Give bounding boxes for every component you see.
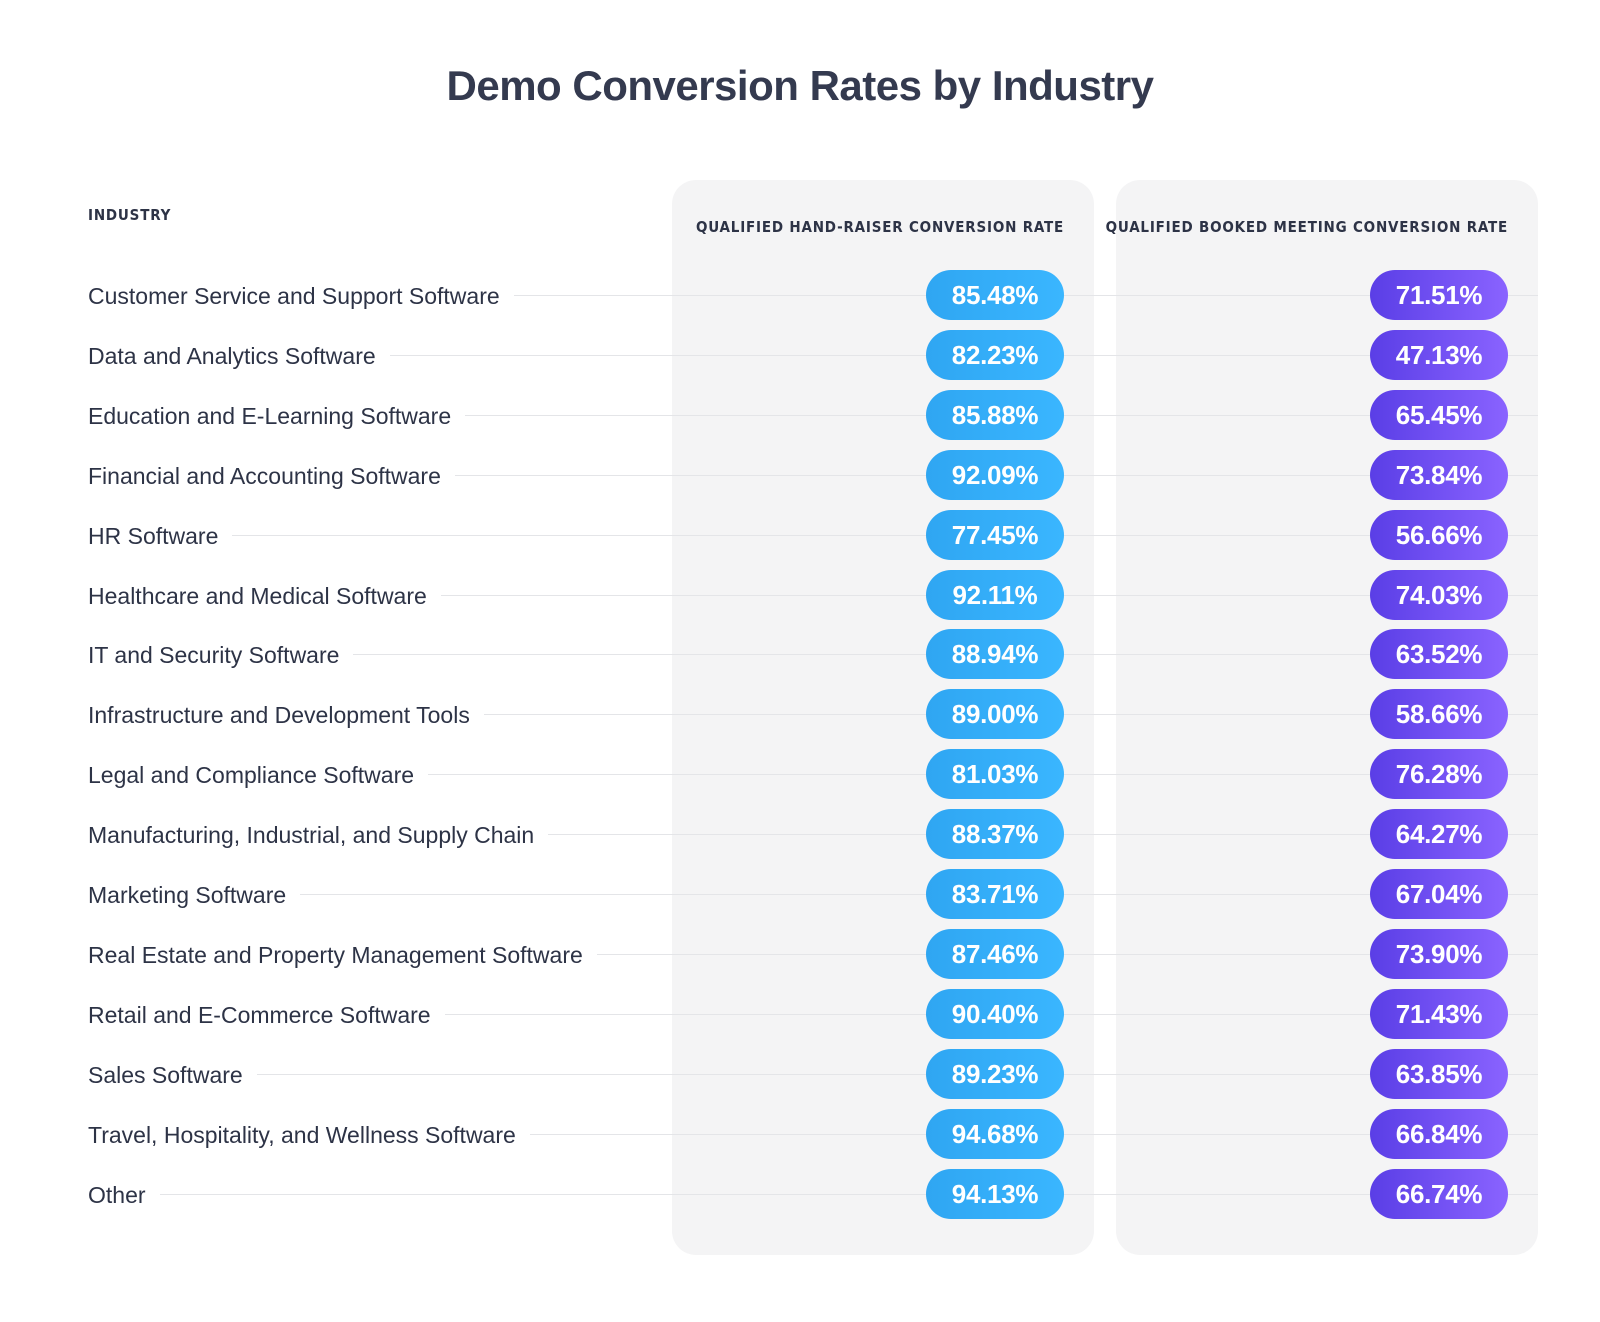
row-divider: [88, 594, 1538, 596]
hand-raiser-rate-pill: 81.03%: [926, 749, 1064, 800]
industry-label: HR Software: [88, 521, 233, 550]
row-divider: [88, 1073, 1538, 1075]
industry-label: Data and Analytics Software: [88, 341, 390, 370]
row-divider: [88, 354, 1538, 356]
hand-raiser-rate-pill: 85.48%: [926, 270, 1064, 320]
table-row: IT and Security Software 88.94% 63.52%: [0, 629, 1600, 681]
booked-meeting-rate-pill: 58.66%: [1370, 689, 1508, 740]
table-row: Financial and Accounting Software 92.09% 7…: [0, 449, 1600, 502]
row-divider: [88, 474, 1538, 476]
hand-raiser-rate-pill: 85.88%: [926, 389, 1064, 440]
table-row: Infrastructure and Development Tools 89.0…: [0, 689, 1600, 741]
hand-raiser-column-header: Qualified Hand-Raiser Conversion Rate: [695, 218, 1064, 236]
industry-label: Marketing Software: [88, 881, 301, 909]
booked-meeting-rate-pill: 71.43%: [1370, 988, 1508, 1039]
hand-raiser-rate-pill: 83.71%: [926, 869, 1064, 919]
hand-raiser-rate-pill: 92.11%: [926, 569, 1064, 620]
row-divider: [88, 1133, 1538, 1135]
hand-raiser-rate-pill: 88.94%: [926, 629, 1064, 680]
booked-meeting-rate-pill: 56.66%: [1370, 509, 1508, 560]
industry-label: Travel, Hospitality, and Wellness Softwa…: [88, 1120, 530, 1149]
row-divider: [88, 414, 1538, 416]
industry-label: Customer Service and Support Software: [88, 282, 514, 310]
booked-meeting-rate-pill: 67.04%: [1370, 869, 1508, 919]
table-row: Legal and Compliance Software 81.03% 76.28…: [0, 749, 1600, 801]
table-row: Healthcare and Medical Software 92.11% 74.…: [0, 569, 1600, 622]
row-divider: [88, 714, 1538, 716]
booked-meeting-rate-pill: 47.13%: [1370, 329, 1508, 380]
table-row: Manufacturing, Industrial, and Supply Ch…: [0, 809, 1600, 861]
industry-label: Financial and Accounting Software: [88, 461, 455, 490]
hand-raiser-rate-pill: 77.45%: [926, 509, 1064, 560]
chart-title: Demo Conversion Rates by Industry: [446, 62, 1155, 109]
industry-label: Real Estate and Property Management Soft…: [88, 940, 597, 969]
hand-raiser-rate-pill: 82.23%: [926, 329, 1064, 380]
booked-meeting-rate-pill: 73.84%: [1370, 449, 1508, 500]
hand-raiser-rate-pill: 87.46%: [926, 928, 1064, 979]
table-row: Marketing Software 83.71% 67.04%: [0, 869, 1600, 921]
hand-raiser-rate-pill: 94.13%: [926, 1168, 1064, 1219]
booked-meeting-rate-pill: 73.90%: [1370, 928, 1508, 979]
table-row: Data and Analytics Software 82.23% 47.13%: [0, 329, 1600, 382]
row-divider: [88, 534, 1538, 536]
table-row: Real Estate and Property Management Soft…: [0, 928, 1600, 981]
hand-raiser-rate-pill: 88.37%: [926, 809, 1064, 860]
industry-column-header: Industry: [88, 206, 172, 224]
industry-label: Manufacturing, Industrial, and Supply Ch…: [88, 821, 549, 850]
row-divider: [88, 953, 1538, 955]
industry-label: Infrastructure and Development Tools: [88, 701, 484, 730]
row-divider: [88, 834, 1538, 836]
table-row: Customer Service and Support Software 85.…: [0, 270, 1600, 322]
hand-raiser-rate-pill: 89.23%: [926, 1048, 1064, 1099]
booked-meeting-rate-pill: 63.85%: [1370, 1048, 1508, 1099]
row-divider: [88, 295, 1538, 296]
booked-meeting-rate-pill: 66.74%: [1370, 1168, 1508, 1219]
row-divider: [88, 774, 1538, 776]
booked-meeting-column-header: Qualified Booked Meeting Conversion Rate: [1105, 218, 1508, 236]
booked-meeting-rate-pill: 65.45%: [1370, 389, 1508, 440]
industry-label: IT and Security Software: [88, 641, 354, 670]
row-divider: [88, 894, 1538, 895]
row-divider: [88, 654, 1538, 656]
table-row: Education and E-Learning Software 85.88% 6…: [0, 389, 1600, 442]
row-divider: [88, 1193, 1538, 1195]
hand-raiser-rate-pill: 94.68%: [926, 1108, 1064, 1159]
industry-label: Education and E-Learning Software: [88, 401, 466, 430]
industry-label: Retail and E-Commerce Software: [88, 1000, 445, 1029]
hand-raiser-rate-pill: 89.00%: [926, 689, 1064, 740]
booked-meeting-rate-pill: 63.52%: [1370, 629, 1508, 680]
table-row: Travel, Hospitality, and Wellness Softwa…: [0, 1108, 1600, 1161]
row-divider: [88, 1013, 1538, 1015]
booked-meeting-rate-pill: 76.28%: [1370, 749, 1508, 800]
booked-meeting-rate-pill: 74.03%: [1370, 569, 1508, 620]
booked-meeting-rate-pill: 64.27%: [1370, 809, 1508, 860]
industry-label: Healthcare and Medical Software: [88, 581, 441, 610]
booked-meeting-rate-pill: 71.51%: [1370, 270, 1508, 320]
table-row: Retail and E-Commerce Software 90.40% 71.4…: [0, 988, 1600, 1041]
industry-label: Legal and Compliance Software: [88, 761, 429, 790]
booked-meeting-rate-pill: 66.84%: [1370, 1108, 1508, 1159]
industry-label: Sales Software: [88, 1060, 257, 1089]
table-row: HR Software 77.45% 56.66%: [0, 509, 1600, 562]
hand-raiser-rate-pill: 90.40%: [926, 988, 1064, 1039]
table-row: Sales Software 89.23% 63.85%: [0, 1048, 1600, 1101]
hand-raiser-rate-pill: 92.09%: [926, 449, 1064, 500]
table-row: Other 94.13% 66.74%: [0, 1168, 1600, 1221]
industry-label: Other: [88, 1180, 160, 1209]
